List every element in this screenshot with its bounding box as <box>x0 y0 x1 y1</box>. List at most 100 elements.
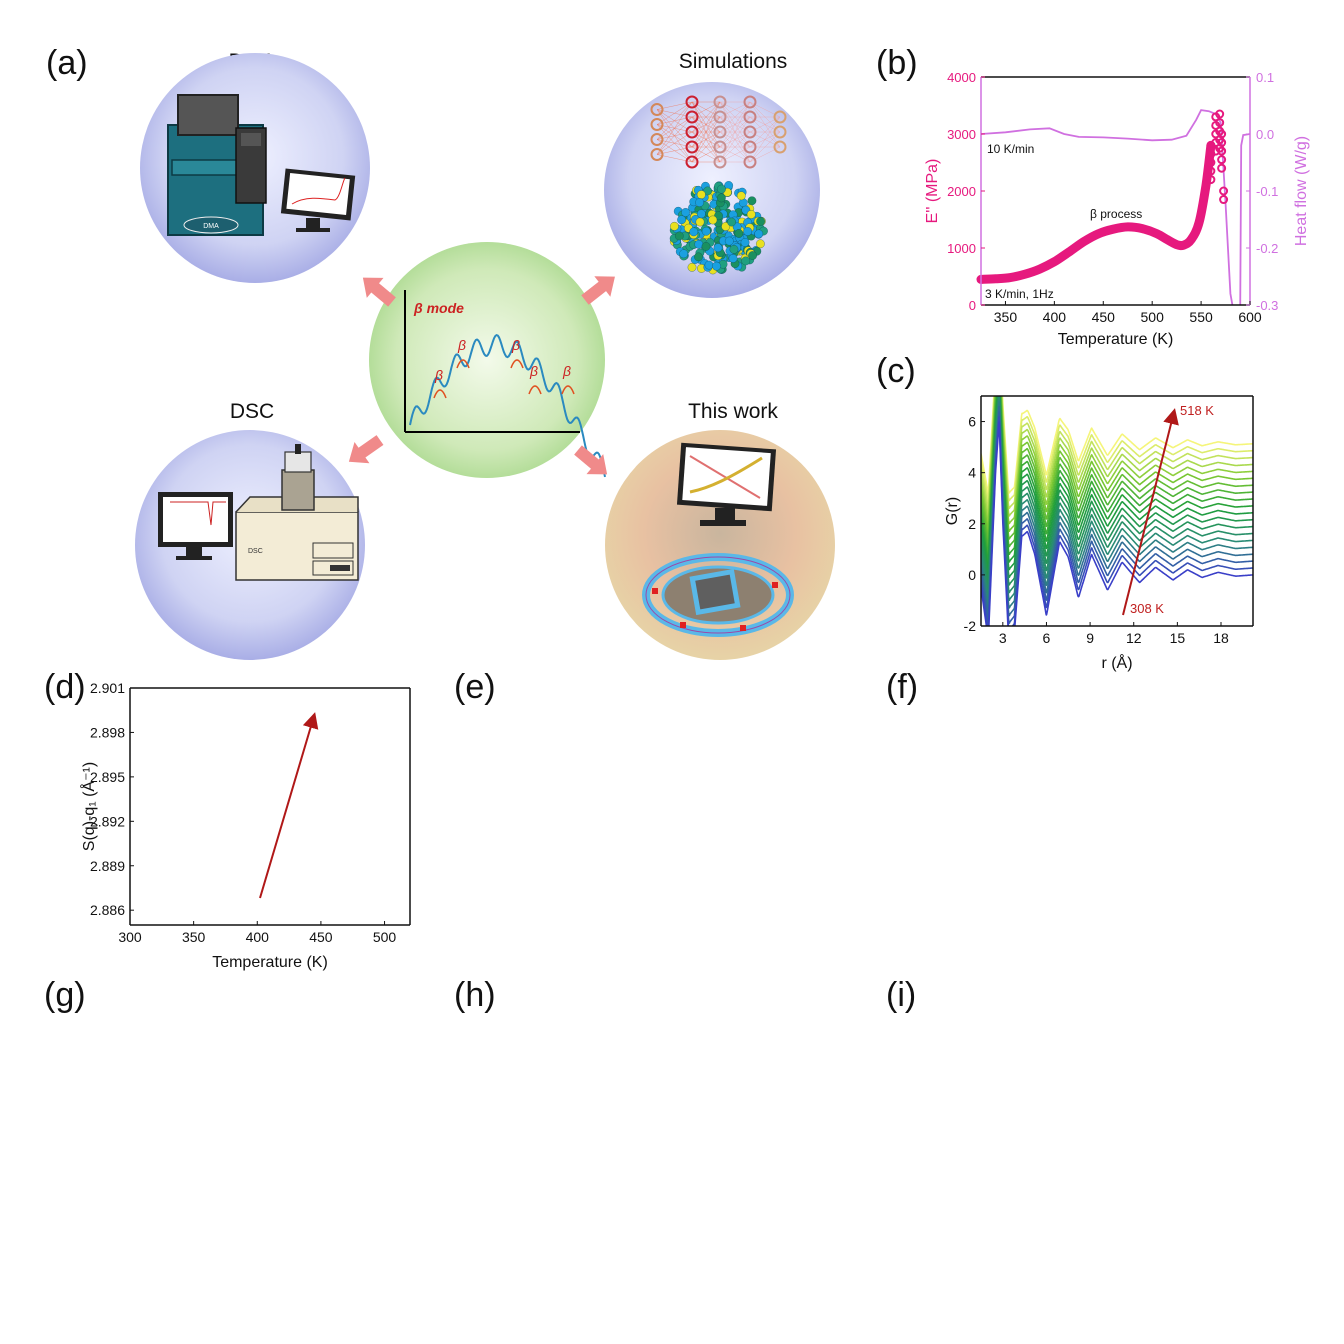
x-tick-label: 350 <box>994 309 1018 325</box>
nn-node <box>773 140 787 154</box>
beta-peak-label: β <box>434 367 443 383</box>
nn-edge <box>749 131 781 163</box>
atom <box>713 243 723 253</box>
nn-node <box>773 125 787 139</box>
y-tick-label: 2 <box>968 516 976 532</box>
annotation-beta-process: β process <box>1090 207 1142 221</box>
nn-edge <box>719 101 751 163</box>
atom <box>679 249 689 259</box>
nn-node <box>685 95 699 109</box>
temperature-curve <box>981 411 1253 625</box>
x-tick-label: 450 <box>1092 309 1116 325</box>
x-tick-label: 350 <box>182 929 206 945</box>
nn-edge <box>691 116 721 163</box>
beta-peak-arc <box>528 385 542 395</box>
ring-structure-icon <box>642 553 794 637</box>
beta-mode-label: β mode <box>413 300 464 316</box>
nn-node <box>685 125 699 139</box>
temperature-curve <box>981 396 1253 518</box>
atom <box>756 217 765 226</box>
beta-peak-arc <box>433 389 447 399</box>
beta-peak-arc <box>561 385 575 395</box>
y-right-tick-label: -0.2 <box>1256 241 1278 256</box>
temperature-curve <box>981 396 1253 564</box>
y-right-axis-title: Heat flow (W/g) <box>1293 136 1310 246</box>
temperature-curve <box>981 396 1253 495</box>
atom <box>695 217 705 227</box>
loss-modulus-point <box>1206 166 1216 176</box>
nn-node <box>685 110 699 124</box>
temperature-curve <box>981 396 1253 579</box>
nn-edge <box>691 101 721 133</box>
chart-b-dma-dsc: 350 400 450 500 550 600 0 1000 2000 3000 4000 -0.3 -… <box>924 70 1310 348</box>
temperature-arrow <box>259 712 319 899</box>
nn-edge <box>656 101 693 140</box>
dma-instrument-icon: DMA <box>167 94 267 236</box>
nn-edge <box>656 101 693 125</box>
temperature-curve <box>981 396 1253 541</box>
schematic-panel-a: DMA DSC <box>135 53 835 660</box>
loss-modulus-point <box>1217 129 1227 139</box>
panel-label-b: (b) <box>876 44 918 82</box>
loss-modulus-point <box>1206 175 1216 185</box>
temperature-arrow <box>1122 408 1179 616</box>
temperature-curve <box>981 396 1253 587</box>
x-tick-label: 450 <box>309 929 333 945</box>
nn-node <box>713 110 727 124</box>
bubble-title-dsc: DSC <box>229 400 275 423</box>
annotation-heating-rate: 10 K/min <box>987 142 1034 156</box>
x-tick-label: 500 <box>1141 309 1165 325</box>
loss-modulus-point <box>1217 155 1227 165</box>
atom <box>670 221 679 231</box>
atom <box>701 242 711 251</box>
y-tick-label: 2.895 <box>90 769 125 785</box>
nn-edge <box>656 116 693 155</box>
y-right-tick-label: -0.1 <box>1256 184 1278 199</box>
x-tick-label: 550 <box>1189 309 1213 325</box>
temperature-curve <box>981 406 1253 617</box>
y-tick-label: 1000 <box>947 241 976 256</box>
beta-peak-marks: ββ ββ β <box>433 337 575 399</box>
x-tick-label: 12 <box>1126 630 1142 646</box>
x-tick-label: 300 <box>118 929 142 945</box>
beta-peak-arc <box>456 359 470 369</box>
x-tick-label: 15 <box>1170 630 1186 646</box>
atom <box>708 215 718 225</box>
atom <box>696 209 706 219</box>
bubble-center-beta-mode: β mode ββ ββ β <box>369 242 606 478</box>
nn-edge <box>719 116 751 163</box>
monitor-icon <box>280 168 356 232</box>
atomic-cluster-icon <box>669 181 768 275</box>
y-right-tick-label: 0.0 <box>1256 127 1274 142</box>
x-tick-label: 18 <box>1213 630 1229 646</box>
heat-flow-line <box>981 109 1250 305</box>
panel-label-c: (c) <box>876 352 916 390</box>
y-axis-title: G(r) <box>944 497 961 525</box>
loss-modulus-point <box>1206 158 1216 167</box>
x-tick-label: 9 <box>1086 630 1094 646</box>
temperature-curve <box>981 396 1253 548</box>
arrow-to-dma <box>362 277 396 307</box>
x-tick-label: 500 <box>373 929 397 945</box>
beta-wave-curve <box>409 333 606 478</box>
y-tick-label: 4000 <box>947 70 976 85</box>
x-tick-label: 3 <box>999 630 1007 646</box>
annotation-high-temp: 518 K <box>1180 403 1214 418</box>
nn-node <box>685 155 699 169</box>
panel-label-d: (d) <box>44 668 86 706</box>
nn-edge <box>749 116 781 148</box>
atom <box>712 261 721 271</box>
y-axis-title: S(q)-q₁ (Å⁻¹) <box>79 762 98 851</box>
atom <box>689 227 699 237</box>
x-tick-label: 400 <box>246 929 270 945</box>
nn-node <box>650 103 664 116</box>
nn-node <box>713 155 727 169</box>
arrow-to-dsc <box>348 435 384 464</box>
nn-edge <box>656 101 693 155</box>
atom <box>748 251 757 260</box>
y-tick-label: 2.889 <box>90 858 125 874</box>
atom <box>747 196 757 206</box>
nn-node <box>713 95 727 109</box>
bubble-dma: DMA <box>140 53 370 283</box>
